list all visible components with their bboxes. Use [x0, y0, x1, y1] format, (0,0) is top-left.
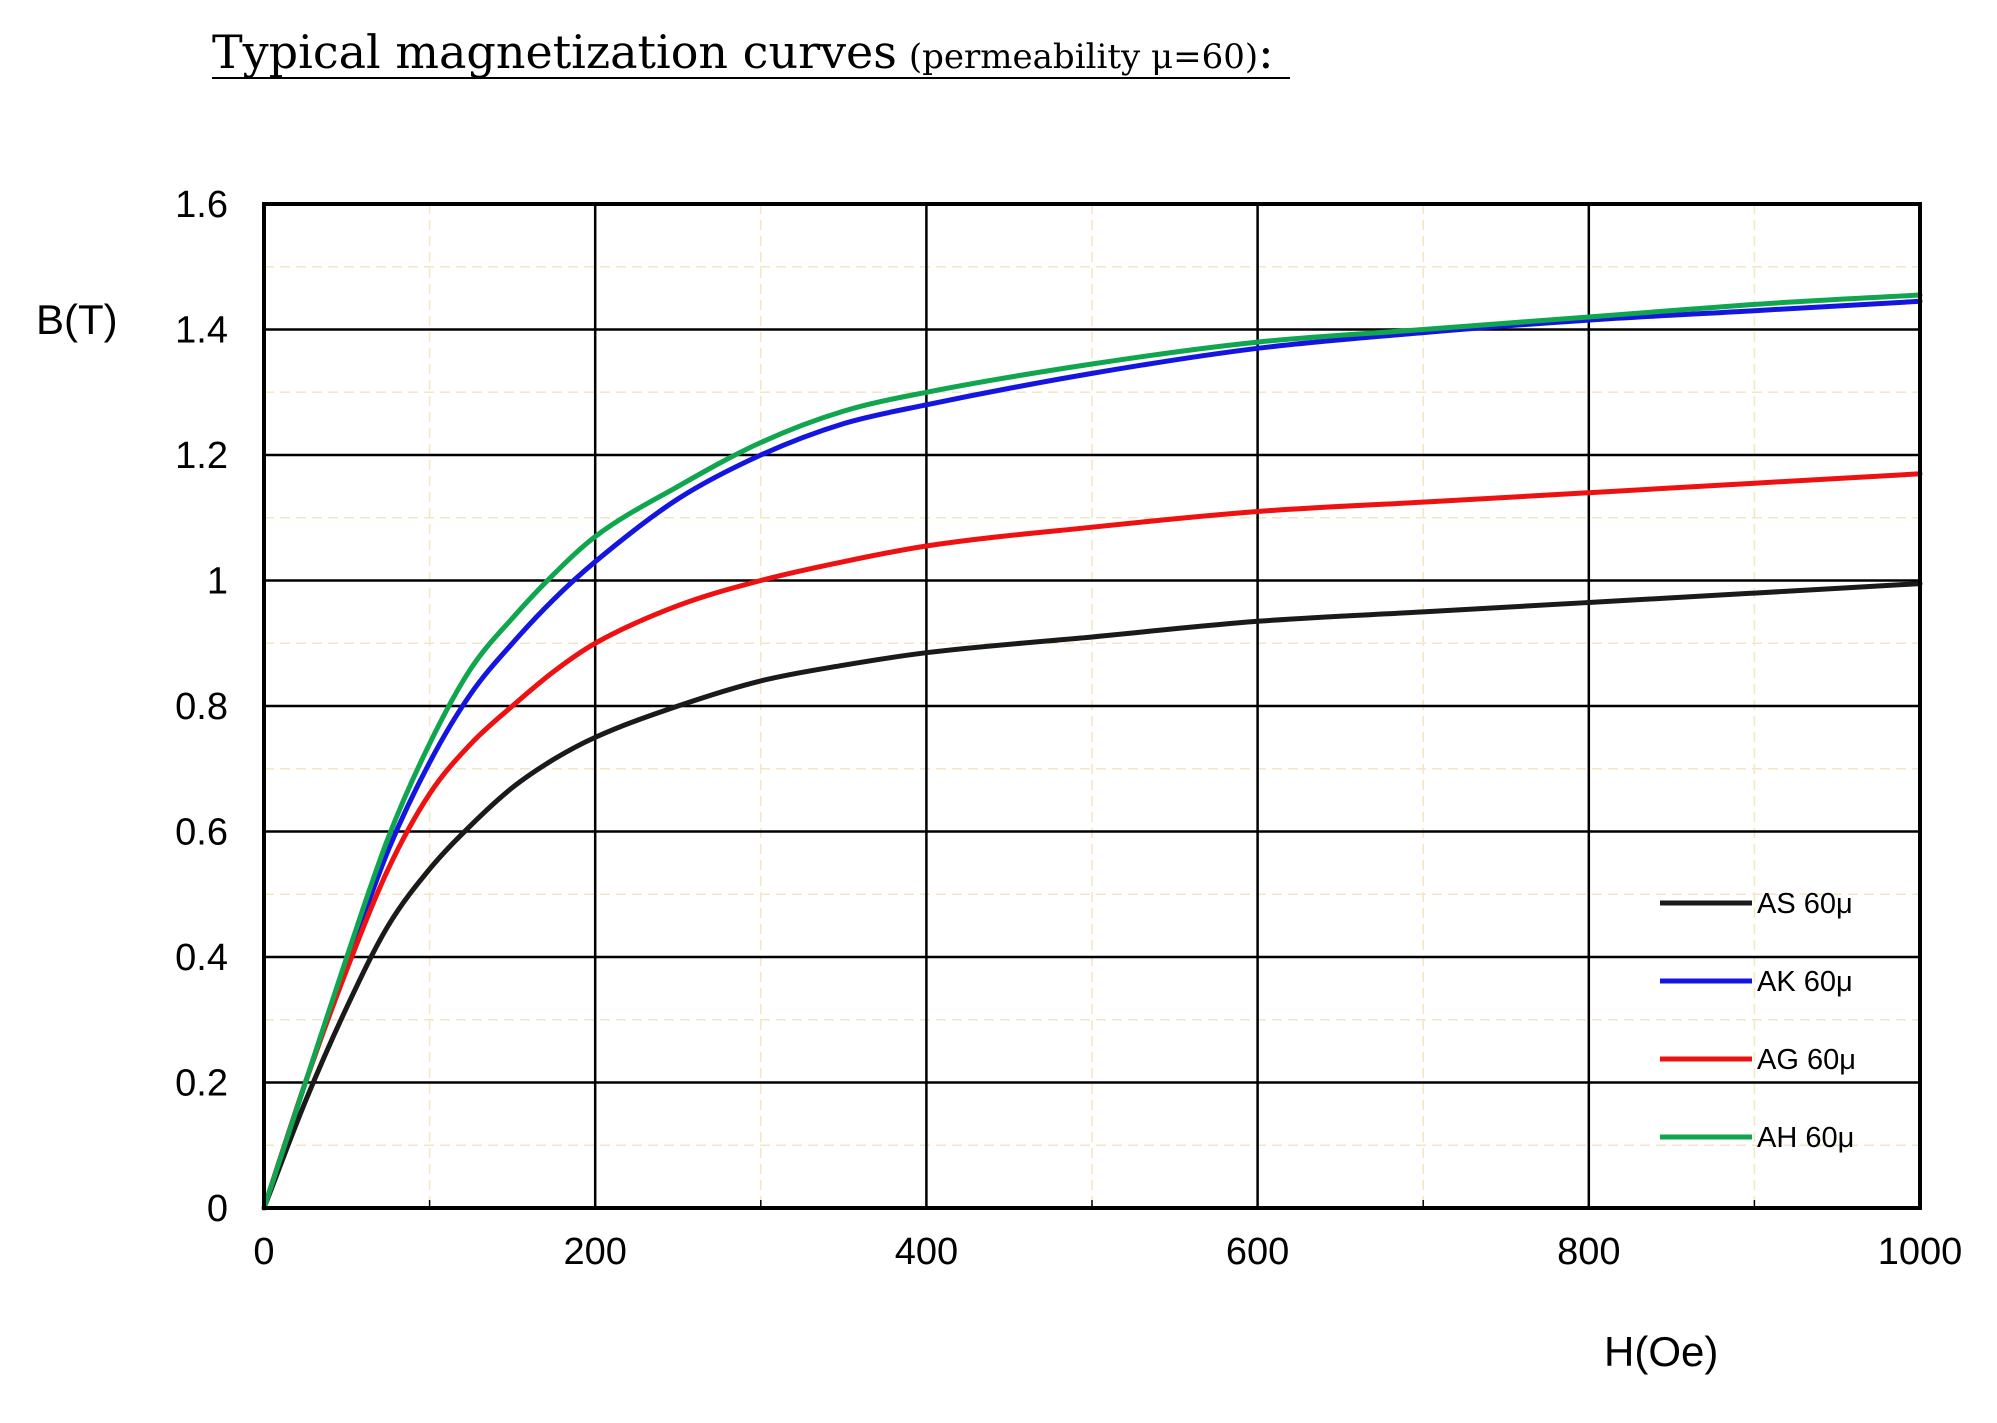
x-tick-labels: 0 200 400 600 800 1000: [253, 1231, 1962, 1273]
x-tick-label: 200: [563, 1231, 626, 1273]
chart-title: Typical magnetization curves (permeabilit…: [212, 25, 1274, 79]
y-tick-labels: 0 0.2 0.4 0.6 0.8 1 1.2 1.4 1.6: [175, 184, 228, 1230]
series-line-4: [261, 292, 1923, 1211]
chart-title-main: Typical magnetization curves: [212, 25, 897, 79]
y-tick-label: 0: [207, 1188, 228, 1230]
y-tick-label: 1.4: [175, 310, 228, 352]
legend: AS 60μ AK 60μ AG 60μ AH 60μ: [1660, 888, 1856, 1154]
x-tick-label: 1000: [1878, 1231, 1963, 1273]
plot-frame: [262, 202, 1922, 1210]
y-axis-label: B(T): [36, 296, 118, 343]
x-tick-label: 600: [1226, 1231, 1289, 1273]
y-tick-label: 0.6: [175, 812, 228, 854]
x-tick-label: 400: [895, 1231, 958, 1273]
legend-label: AH 60μ: [1757, 1122, 1854, 1154]
legend-label: AG 60μ: [1757, 1044, 1856, 1076]
y-tick-label: 1: [207, 561, 228, 603]
legend-label: AK 60μ: [1757, 966, 1853, 998]
y-tick-label: 0.8: [175, 686, 228, 728]
series-lines: [261, 292, 1923, 1211]
y-tick-label: 1.6: [175, 184, 228, 226]
legend-label: AS 60μ: [1757, 888, 1853, 920]
x-tick-label: 0: [253, 1231, 274, 1273]
x-tick-label: 800: [1557, 1231, 1620, 1273]
series-line-1: [261, 581, 1923, 1211]
major-grid: [264, 204, 1920, 1208]
chart-title-subtitle: (permeability μ=60): [909, 37, 1258, 77]
y-tick-label: 1.2: [175, 435, 228, 477]
y-tick-label: 0.4: [175, 937, 228, 979]
series-line-2: [261, 298, 1923, 1211]
series-line-3: [261, 471, 1923, 1211]
x-axis-label: H(Oe): [1604, 1328, 1718, 1375]
y-tick-label: 0.2: [175, 1063, 228, 1105]
chart-title-colon: :: [1258, 25, 1274, 79]
